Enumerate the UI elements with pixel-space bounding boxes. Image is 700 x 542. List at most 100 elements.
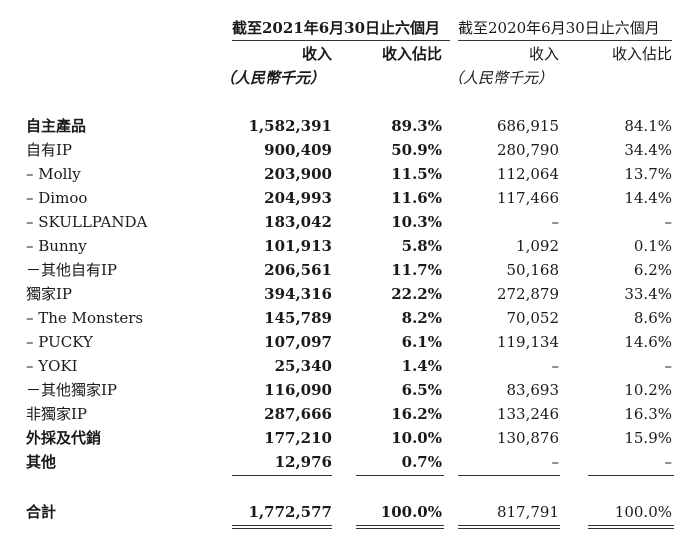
share-2020: 14.4% bbox=[624, 189, 672, 207]
share-2021: 8.2% bbox=[401, 309, 442, 327]
revenue-2021: 394,316 bbox=[264, 285, 332, 303]
revenue-2021: 204,993 bbox=[264, 189, 332, 207]
header-revenue-2021: 收入 bbox=[301, 45, 332, 63]
table-row: 獨家IP 394,316 22.2% 272,879 33.4% bbox=[0, 282, 700, 306]
share-2021: 10.3% bbox=[391, 213, 442, 231]
revenue-2020: 112,064 bbox=[496, 165, 559, 183]
total-share-2021: 100.0% bbox=[380, 503, 442, 521]
share-2020: 15.9% bbox=[624, 429, 672, 447]
revenue-2020: – bbox=[551, 453, 560, 471]
row-label: – YOKI bbox=[26, 357, 78, 375]
share-2021: 11.7% bbox=[391, 261, 442, 279]
table-row: 非獨家IP 287,666 16.2% 133,246 16.3% bbox=[0, 402, 700, 426]
header-share-2021: 收入佔比 bbox=[381, 45, 442, 63]
total-label: 合計 bbox=[26, 503, 57, 521]
row-label: －其他獨家IP bbox=[26, 381, 118, 399]
revenue-2021: 25,340 bbox=[274, 357, 332, 375]
revenue-2021: 107,097 bbox=[264, 333, 332, 351]
share-2021: 5.8% bbox=[401, 237, 442, 255]
row-label: – PUCKY bbox=[26, 333, 93, 351]
revenue-2020: 686,915 bbox=[496, 117, 559, 135]
revenue-2020: 70,052 bbox=[506, 309, 560, 327]
revenue-2021: 900,409 bbox=[264, 141, 332, 159]
table-row: 自有IP 900,409 50.9% 280,790 34.4% bbox=[0, 138, 700, 162]
share-2020: – bbox=[664, 213, 673, 231]
table-row: – PUCKY 107,097 6.1% 119,134 14.6% bbox=[0, 330, 700, 354]
revenue-2020: – bbox=[551, 213, 560, 231]
total-double-rule-share-2021 bbox=[356, 525, 444, 529]
share-2021: 22.2% bbox=[391, 285, 442, 303]
row-label: – Bunny bbox=[26, 237, 87, 255]
header-revenue-2020: 收入 bbox=[528, 45, 559, 63]
revenue-2020: 117,466 bbox=[496, 189, 559, 207]
row-label: 自有IP bbox=[26, 141, 73, 159]
revenue-2021: 183,042 bbox=[264, 213, 332, 231]
header-share-2020: 收入佔比 bbox=[611, 45, 672, 63]
total-revenue-2021: 1,772,577 bbox=[248, 503, 332, 521]
subtotal-rule-revenue-2021 bbox=[232, 475, 332, 476]
revenue-2021: 116,090 bbox=[264, 381, 332, 399]
header-period-2020: 截至2020年6月30日止六個月 bbox=[458, 19, 660, 37]
header-unit-2021: （人民幣千元） bbox=[220, 69, 326, 87]
share-2020: 13.7% bbox=[624, 165, 672, 183]
table-row: – Bunny 101,913 5.8% 1,092 0.1% bbox=[0, 234, 700, 258]
table-row: – The Monsters 145,789 8.2% 70,052 8.6% bbox=[0, 306, 700, 330]
share-2020: 8.6% bbox=[633, 309, 672, 327]
share-2021: 1.4% bbox=[401, 357, 442, 375]
revenue-2021: 177,210 bbox=[264, 429, 332, 447]
row-label: 外採及代銷 bbox=[26, 429, 102, 447]
header-period-2020-underline bbox=[458, 40, 672, 41]
header-unit-2020: （人民幣千元） bbox=[448, 69, 554, 87]
revenue-2021: 287,666 bbox=[264, 405, 332, 423]
share-2021: 6.5% bbox=[401, 381, 442, 399]
subtotal-rule-revenue-2020 bbox=[458, 475, 560, 476]
row-label: 其他 bbox=[26, 453, 57, 471]
row-label: 獨家IP bbox=[26, 285, 73, 303]
revenue-2020: 83,693 bbox=[506, 381, 560, 399]
subtotal-rule-share-2021 bbox=[356, 475, 444, 476]
revenue-2021: 145,789 bbox=[264, 309, 332, 327]
share-2020: 33.4% bbox=[624, 285, 672, 303]
share-2021: 11.5% bbox=[391, 165, 442, 183]
row-label: – Dimoo bbox=[26, 189, 88, 207]
revenue-2020: 280,790 bbox=[496, 141, 559, 159]
share-2020: – bbox=[664, 357, 673, 375]
revenue-2021: 12,976 bbox=[274, 453, 332, 471]
row-label: 非獨家IP bbox=[26, 405, 88, 423]
revenue-2020: 272,879 bbox=[496, 285, 559, 303]
total-double-rule-revenue-2021 bbox=[232, 525, 332, 529]
header-period-2021: 截至2021年6月30日止六個月 bbox=[232, 19, 441, 37]
total-double-rule-revenue-2020 bbox=[458, 525, 560, 529]
share-2021: 50.9% bbox=[391, 141, 442, 159]
share-2020: 10.2% bbox=[624, 381, 672, 399]
share-2020: 34.4% bbox=[624, 141, 672, 159]
row-label: －其他自有IP bbox=[26, 261, 118, 279]
revenue-2020: 119,134 bbox=[496, 333, 559, 351]
revenue-2021: 206,561 bbox=[264, 261, 332, 279]
table-row: 自主產品 1,582,391 89.3% 686,915 84.1% bbox=[0, 114, 700, 138]
subtotal-rule-share-2020 bbox=[588, 475, 674, 476]
share-2021: 16.2% bbox=[391, 405, 442, 423]
header-period-2021-underline bbox=[232, 40, 450, 41]
table-row: – SKULLPANDA 183,042 10.3% – – bbox=[0, 210, 700, 234]
share-2021: 89.3% bbox=[391, 117, 442, 135]
share-2020: 6.2% bbox=[633, 261, 672, 279]
table-row: – Dimoo 204,993 11.6% 117,466 14.4% bbox=[0, 186, 700, 210]
revenue-2021: 203,900 bbox=[264, 165, 332, 183]
revenue-2020: 130,876 bbox=[496, 429, 559, 447]
row-label: – Molly bbox=[26, 165, 81, 183]
total-share-2020: 100.0% bbox=[614, 503, 672, 521]
table-row: 外採及代銷 177,210 10.0% 130,876 15.9% bbox=[0, 426, 700, 450]
share-2020: 0.1% bbox=[633, 237, 672, 255]
table-row: －其他獨家IP 116,090 6.5% 83,693 10.2% bbox=[0, 378, 700, 402]
share-2020: 16.3% bbox=[624, 405, 672, 423]
share-2020: 84.1% bbox=[624, 117, 672, 135]
share-2021: 6.1% bbox=[401, 333, 442, 351]
revenue-2020: 133,246 bbox=[496, 405, 559, 423]
total-double-rule-share-2020 bbox=[588, 525, 674, 529]
revenue-2020: – bbox=[551, 357, 560, 375]
table-row: – Molly 203,900 11.5% 112,064 13.7% bbox=[0, 162, 700, 186]
revenue-2021: 101,913 bbox=[264, 237, 332, 255]
share-2021: 10.0% bbox=[391, 429, 442, 447]
share-2021: 0.7% bbox=[401, 453, 442, 471]
